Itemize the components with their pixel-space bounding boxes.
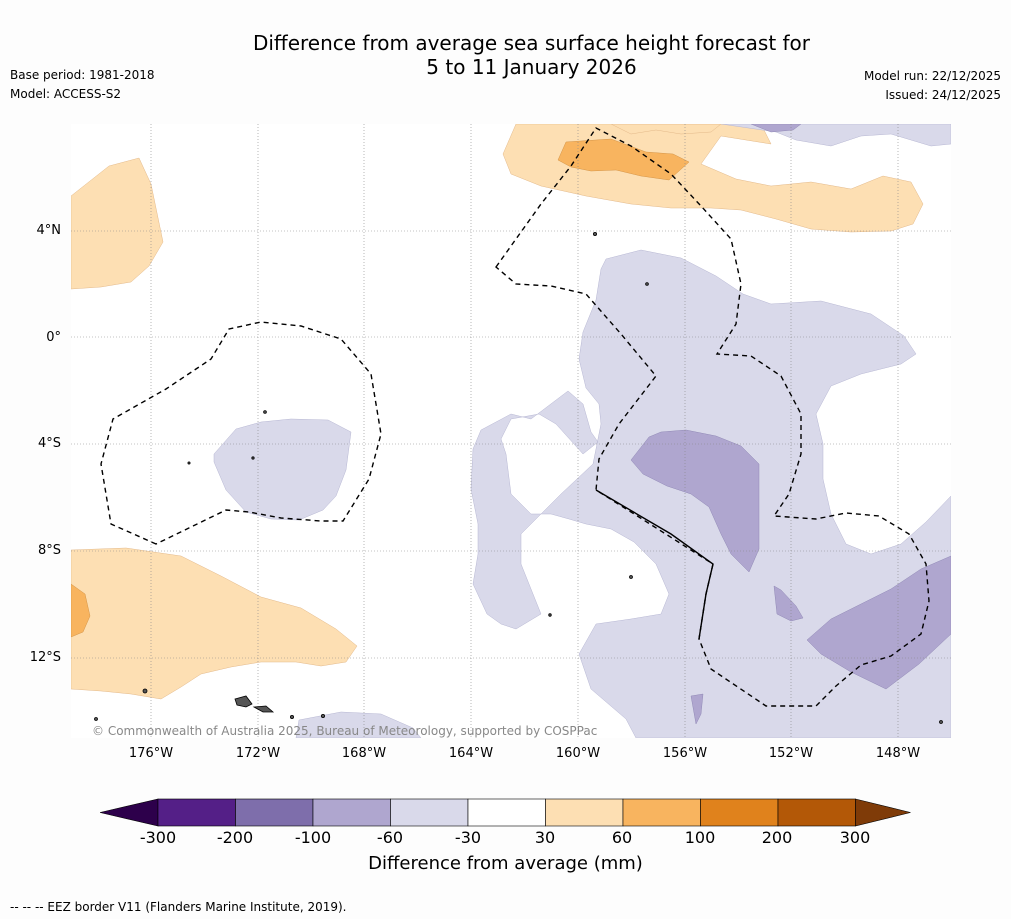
- colorbar-segment: [545, 798, 624, 827]
- lon-label: 152°W: [768, 746, 814, 761]
- colorbar-tick: -30: [454, 828, 482, 847]
- anomaly-neg60-neg100-top: [750, 124, 802, 133]
- lat-label: 12°S: [29, 650, 61, 665]
- colorbar-segment: [235, 798, 314, 827]
- island-dot-11: [939, 720, 943, 724]
- map-svg: [71, 124, 951, 738]
- colorbar-segment: [622, 798, 701, 827]
- island-dot-1: [263, 410, 267, 414]
- colorbar-tick: -300: [139, 828, 177, 847]
- colorbar-tick: -60: [376, 828, 404, 847]
- island-upolu: [252, 705, 275, 713]
- model-name: Model: ACCESS-S2: [10, 87, 122, 101]
- lat-label: 4°N: [36, 223, 62, 238]
- island-dot-9: [289, 715, 294, 720]
- colorbar-segment: [157, 798, 236, 827]
- anomaly-neg30-neg60-west: [213, 418, 352, 521]
- colorbar-tick: -100: [294, 828, 332, 847]
- island-dot-6: [629, 575, 633, 579]
- colorbar-segment: [390, 798, 469, 827]
- island-dot-12: [94, 717, 98, 721]
- lon-label: 176°W: [128, 746, 174, 761]
- island-dot-10: [320, 714, 325, 719]
- colorbar-under-triangle: [100, 798, 159, 827]
- colorbar-segment: [700, 798, 779, 827]
- model-run: Model run: 22/12/2025: [863, 69, 1001, 83]
- colorbar: [100, 798, 911, 827]
- lon-label: 156°W: [662, 746, 708, 761]
- colorbar-segment: [777, 798, 856, 827]
- anomaly-30-60-northwest: [71, 157, 164, 290]
- lon-label: 164°W: [448, 746, 494, 761]
- eez-borders: [100, 127, 930, 707]
- island-dot-2: [251, 456, 255, 460]
- eez-border-west: [100, 321, 382, 545]
- colorbar-over-triangle: [855, 798, 911, 827]
- anomaly-neg60-neg100-center: [630, 429, 760, 573]
- copyright-notice: © Commonwealth of Australia 2025, Bureau…: [92, 724, 598, 738]
- issued-date: Issued: 24/12/2025: [885, 88, 1001, 102]
- eez-border-solid: [595, 489, 714, 640]
- gridlines: [71, 124, 951, 738]
- base-period: Base period: 1981-2018: [10, 68, 155, 82]
- island-dot-4: [645, 282, 649, 286]
- colorbar-tick: 30: [534, 828, 556, 847]
- colorbar-tick: 100: [684, 828, 716, 847]
- colorbar-tick: 60: [611, 828, 633, 847]
- anomaly-neg30-neg60-southwest: [295, 711, 422, 738]
- meta-left: Base period: 1981-2018 Model: ACCESS-S2: [10, 66, 155, 104]
- island-savaii: [234, 695, 253, 708]
- island-dot-8: [142, 688, 148, 694]
- meta-right: Model run: 22/12/2025 Issued: 24/12/2025: [864, 67, 1001, 105]
- lat-label: 8°S: [37, 543, 61, 558]
- lon-label: 148°W: [875, 746, 921, 761]
- colorbar-tick: 200: [761, 828, 793, 847]
- lat-label: 4°S: [37, 436, 61, 451]
- eez-border-north: [495, 127, 930, 707]
- colorbar-segment: [312, 798, 391, 827]
- anomaly-60-100-west: [71, 583, 91, 638]
- island-dot-7: [548, 613, 552, 617]
- title-line-1: Difference from average sea surface heig…: [252, 31, 811, 55]
- chart-title: Difference from average sea surface heig…: [0, 31, 1011, 79]
- island-dot-5: [593, 232, 598, 237]
- lon-label: 172°W: [235, 746, 281, 761]
- colorbar-tick: -200: [216, 828, 254, 847]
- colorbar-title: Difference from average (mm): [368, 853, 643, 874]
- anomaly-neg60-neg100-tiny: [690, 693, 704, 725]
- anomaly-30-60-southwest: [71, 547, 358, 700]
- anomaly-neg60-neg100-small: [773, 585, 804, 622]
- lat-label: 0°: [46, 330, 61, 345]
- lon-label: 160°W: [555, 746, 601, 761]
- eez-legend-note: -- -- -- EEZ border V11 (Flanders Marine…: [10, 900, 347, 914]
- lon-label: 168°W: [341, 746, 387, 761]
- island-dot-3: [187, 461, 191, 465]
- islands: [94, 232, 943, 724]
- colorbar-segments: [100, 798, 911, 827]
- map-panel: © Commonwealth of Australia 2025, Bureau…: [71, 124, 951, 738]
- anomaly-neg60-neg100-east: [806, 555, 951, 690]
- colorbar-tick: 300: [839, 828, 871, 847]
- anomaly-30-60-north: [502, 124, 924, 233]
- title-line-2: 5 to 11 January 2026: [426, 55, 637, 79]
- colorbar-segment: [467, 798, 546, 827]
- anomaly-60-100-north: [557, 138, 690, 181]
